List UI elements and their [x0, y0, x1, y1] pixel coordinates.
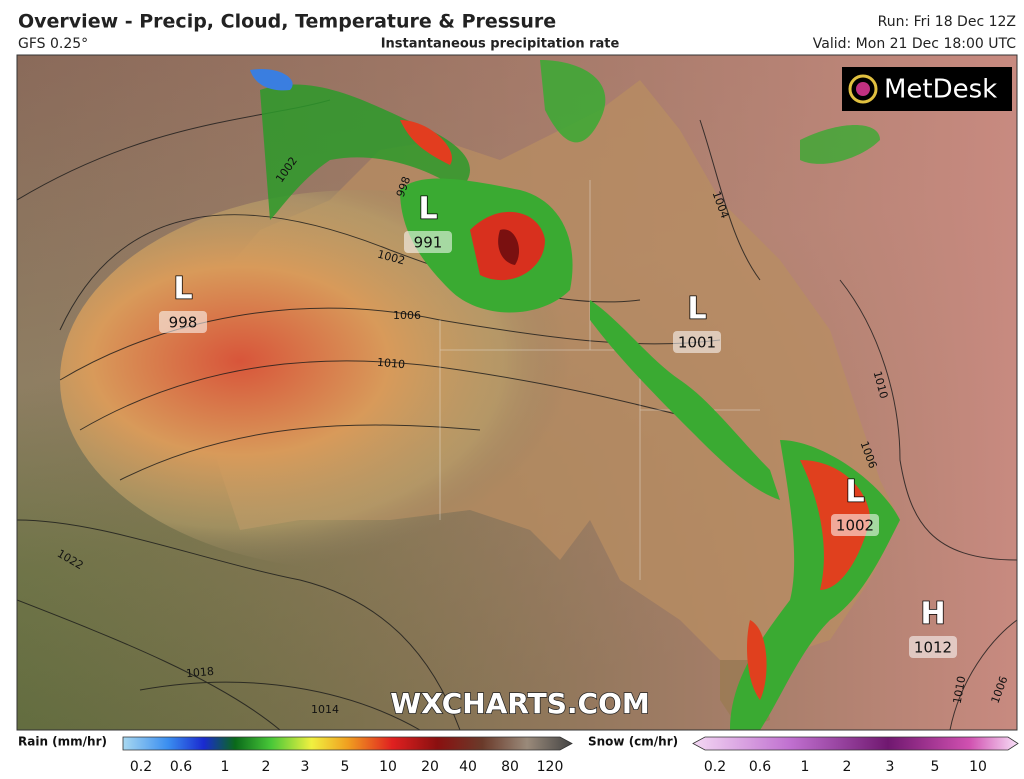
pressure-symbol: L	[418, 192, 437, 227]
rain-legend-label: 120	[537, 759, 564, 775]
pressure-value: 1012	[914, 639, 952, 657]
pressure-value-box	[673, 331, 721, 353]
pressure-symbol: H	[920, 597, 945, 632]
snow-legend-label: 10	[969, 759, 987, 775]
subtitle: Instantaneous precipitation rate	[381, 37, 620, 52]
pressure-value-box	[159, 311, 207, 333]
isobar-label: 1010	[951, 675, 969, 705]
isobar-label: 1006	[393, 309, 421, 322]
pressure-value-box	[909, 636, 957, 658]
snow-legend-label: 0.6	[749, 759, 771, 775]
rain-legend-label: 5	[341, 759, 350, 775]
map	[17, 55, 1017, 730]
rain-legend-label: 0.6	[170, 759, 192, 775]
isobar-label: 1014	[311, 703, 339, 716]
rain-legend-label: 40	[459, 759, 477, 775]
rain-legend-label: 1	[221, 759, 230, 775]
isobar-label: 1010	[377, 356, 406, 371]
snow-legend-label: 2	[843, 759, 852, 775]
run-time: Run: Fri 18 Dec 12Z	[878, 14, 1016, 30]
valid-time: Valid: Mon 21 Dec 18:00 UTC	[813, 36, 1016, 52]
snow-legend-label: 0.2	[704, 759, 726, 775]
snow-legend-label: 3	[886, 759, 895, 775]
rain-legend-label: 2	[262, 759, 271, 775]
watermark: WXCHARTS.COM	[390, 687, 650, 720]
rain-legend-label: 80	[501, 759, 519, 775]
pressure-symbol: L	[173, 272, 192, 307]
model-label: GFS 0.25°	[18, 36, 88, 52]
isobar-label: 1018	[185, 665, 214, 680]
map-title: Overview - Precip, Cloud, Temperature & …	[18, 11, 556, 33]
logo-box	[842, 67, 1012, 111]
rain-legend-label: 3	[301, 759, 310, 775]
logo-text: MetDesk	[884, 75, 997, 105]
pressure-value: 998	[169, 314, 198, 332]
snow-color-bar	[692, 736, 1019, 751]
snow-legend-label: 5	[931, 759, 940, 775]
snow-legend-label: 1	[801, 759, 810, 775]
pressure-symbol: L	[687, 292, 706, 327]
rain-legend-label: 20	[421, 759, 439, 775]
precipitation	[250, 60, 900, 730]
pressure-symbol: L	[845, 475, 864, 510]
snow-legend-title: Snow (cm/hr)	[588, 735, 678, 749]
pressure-value: 991	[414, 234, 443, 252]
rain-legend-title: Rain (mm/hr)	[18, 735, 107, 749]
rain-legend-label: 0.2	[130, 759, 152, 775]
pressure-value: 1001	[678, 334, 716, 352]
pressure-value-box	[831, 514, 879, 536]
pressure-value: 1002	[836, 517, 874, 535]
pressure-value-box	[404, 231, 452, 253]
rain-color-bar	[122, 736, 573, 751]
rain-legend-label: 10	[379, 759, 397, 775]
